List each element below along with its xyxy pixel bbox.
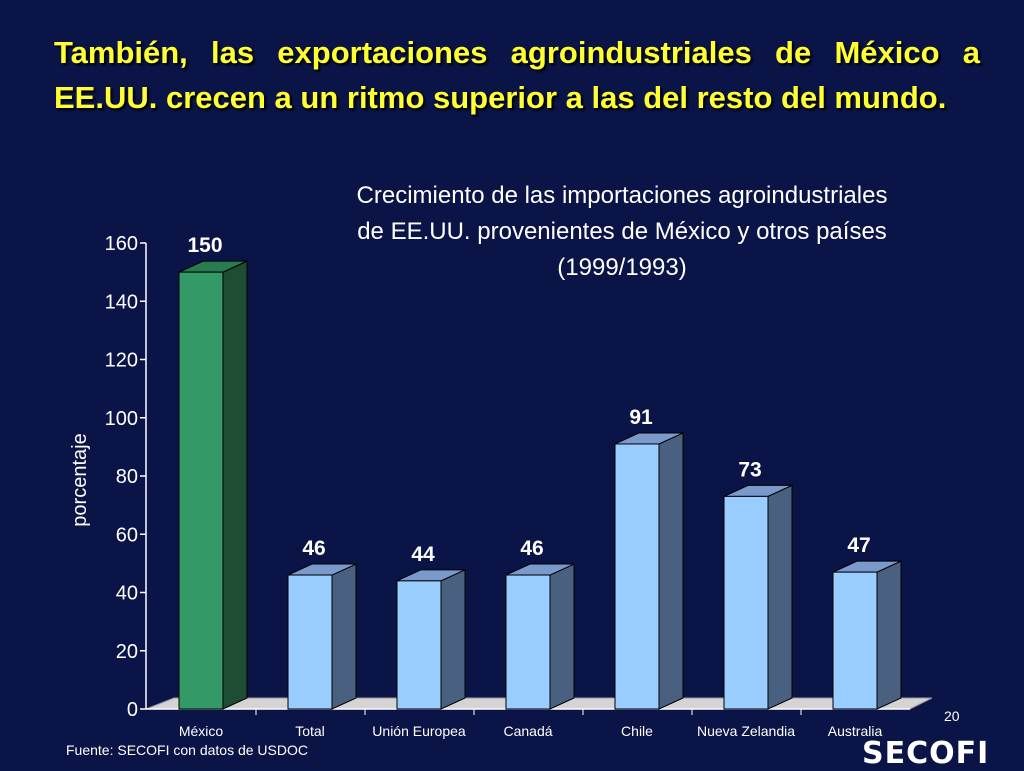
x-tick-label: Total	[295, 723, 325, 739]
secofi-logo: SECOFI	[862, 736, 990, 771]
bars	[178, 260, 902, 710]
bar-front	[178, 271, 224, 710]
chart-title-line-3: (1999/1993)	[557, 254, 687, 281]
data-label: 47	[847, 534, 870, 557]
y-tick-label: 60	[116, 524, 138, 546]
y-tick-label: 120	[105, 350, 138, 372]
bar	[287, 563, 357, 710]
source-note: Fuente: SECOFI con datos de USDOC	[66, 742, 308, 758]
data-label: 73	[738, 458, 761, 481]
slide-headline: También, las exportaciones agroindustria…	[54, 35, 980, 115]
bar-side	[658, 432, 684, 710]
data-label: 46	[302, 537, 325, 560]
bar	[396, 569, 466, 710]
y-axis-label: porcentaje	[69, 433, 91, 526]
x-axis-labels: México Total Unión Europea Canadá Chile Nueva…	[179, 723, 883, 739]
bar	[723, 484, 793, 710]
chart-title-line-1: Crecimiento de las importaciones agroind…	[356, 182, 888, 209]
x-tick-label: Australia	[828, 723, 883, 739]
chart-title: Crecimiento de las importaciones agroind…	[262, 178, 982, 286]
bar-side	[549, 563, 575, 710]
bar-side	[876, 560, 902, 710]
x-tick-label: México	[179, 723, 224, 739]
x-tick-label: Unión Europea	[372, 723, 466, 739]
y-tick-label: 80	[116, 466, 138, 488]
y-tick-label: 160	[105, 233, 138, 255]
bar-front	[614, 443, 660, 710]
bar-front	[505, 574, 551, 710]
bar-side	[331, 563, 357, 710]
bar-front	[396, 580, 442, 710]
data-label: 91	[629, 406, 653, 429]
data-label: 46	[520, 537, 543, 560]
data-labels: 150 46 44 46 91 73 47	[187, 234, 870, 566]
y-tick-label: 40	[116, 583, 138, 605]
bar-front	[287, 574, 333, 710]
bar	[832, 560, 902, 710]
bar-front	[723, 495, 769, 710]
y-tick-label: 0	[127, 699, 138, 721]
bar	[505, 563, 575, 710]
bar-side	[767, 484, 793, 710]
bar-side	[222, 260, 248, 710]
y-tick-label: 20	[116, 641, 138, 663]
data-label: 150	[187, 234, 222, 257]
y-tick-label: 100	[105, 408, 138, 430]
x-tick-label: Canadá	[503, 723, 552, 739]
bar	[178, 260, 248, 710]
chart-title-line-2: de EE.UU. provenientes de México y otros…	[357, 218, 887, 245]
bar-front	[832, 571, 878, 710]
x-tick-label: Nueva Zelandia	[697, 723, 795, 739]
page-number: 20	[944, 708, 960, 724]
y-tick-label: 140	[105, 291, 138, 313]
x-tick-label: Chile	[621, 723, 653, 739]
bar	[614, 432, 684, 710]
y-axis: 0 20 40 60 80 100 120 140 160	[105, 233, 910, 721]
data-label: 44	[411, 543, 435, 566]
bar-side	[440, 569, 466, 710]
